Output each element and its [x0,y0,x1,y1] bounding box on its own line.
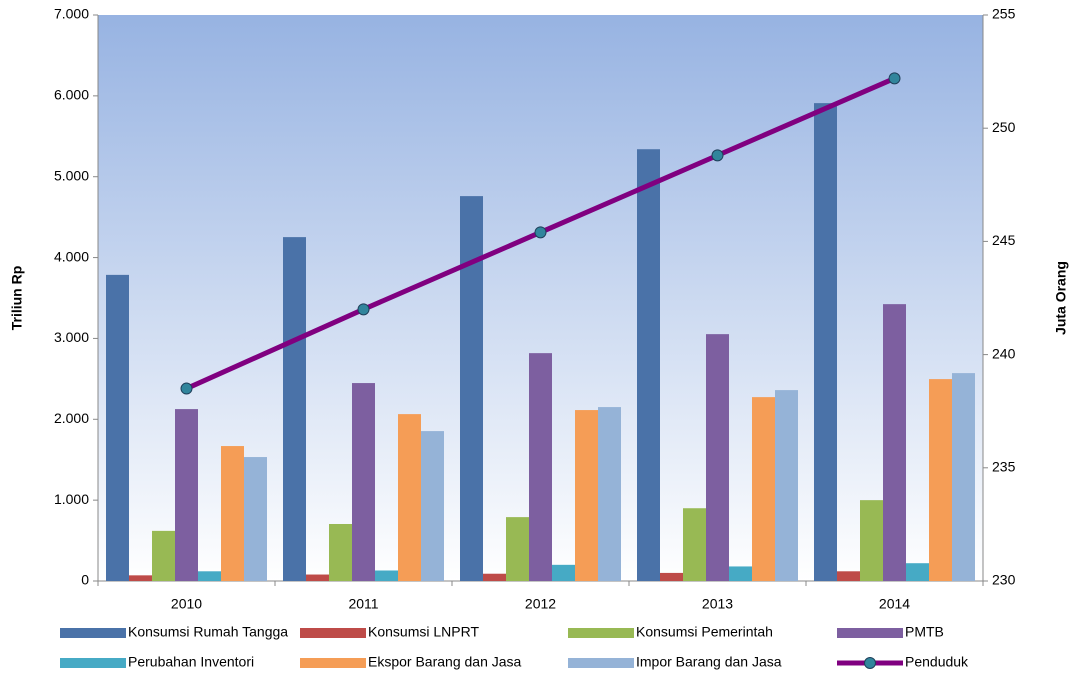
x-tick-label: 2014 [879,596,910,612]
marker [534,226,547,239]
bar [906,563,929,581]
legend-swatch [60,628,126,638]
y-tick-label: 0 [81,572,89,588]
bar [175,409,198,581]
y2-tick-label: 245 [992,232,1016,248]
bar [752,397,775,581]
bar [152,530,175,581]
x-tick-label: 2012 [525,596,556,612]
bar [775,390,798,581]
y2-axis-label: Juta Orang [1053,261,1069,335]
x-tick-label: 2010 [171,596,202,612]
legend-swatch [300,628,366,638]
y2-tick-label: 230 [992,572,1016,588]
bar [106,274,129,581]
bar [729,566,752,581]
bar [814,103,837,582]
bar [483,573,506,581]
legend-label: Perubahan Inventori [128,654,254,670]
bar [306,574,329,581]
bar [837,571,860,581]
bar [221,446,244,581]
bar [860,500,883,581]
bar [660,572,683,581]
y-tick-label: 1.000 [54,491,89,507]
y2-tick-label: 255 [992,6,1016,22]
x-tick-label: 2013 [702,596,733,612]
marker [888,72,901,85]
legend-label: Impor Barang dan Jasa [636,654,782,670]
bar [460,196,483,581]
y2-tick-label: 250 [992,119,1016,135]
y2-tick-label: 240 [992,345,1016,361]
bar [506,517,529,581]
bar [637,149,660,582]
bar [929,379,952,581]
bar [398,414,421,581]
legend-label: Konsumsi Pemerintah [636,624,773,640]
x-tick-label: 2011 [348,596,378,612]
y-axis-label: Triliun Rp [9,266,25,331]
bar [352,383,375,581]
bar [706,334,729,581]
legend-swatch [300,658,366,668]
y-tick-label: 6.000 [54,87,89,103]
bar [575,410,598,581]
y2-tick-label: 235 [992,459,1016,475]
y-tick-label: 4.000 [54,248,89,264]
bar [244,457,267,581]
bar [198,571,221,581]
legend-label: Ekspor Barang dan Jasa [368,654,522,670]
bar [329,523,352,581]
y-tick-label: 3.000 [54,329,89,345]
y-tick-label: 5.000 [54,167,89,183]
bar [952,373,975,581]
legend-swatch [837,628,903,638]
bar [598,407,621,581]
marker [711,149,724,162]
bar [552,564,575,581]
bar [129,575,152,581]
bar [283,237,306,582]
legend-swatch [864,657,876,669]
y-tick-label: 7.000 [54,6,89,22]
bar [883,304,906,581]
legend-label: PMTB [905,624,944,640]
legend-swatch [568,658,634,668]
bar [421,431,444,581]
marker [357,303,370,316]
legend-label: Konsumsi Rumah Tangga [128,624,288,640]
legend-swatch [568,628,634,638]
bar [375,570,398,581]
bar [529,353,552,581]
legend-swatch [60,658,126,668]
y-tick-label: 2.000 [54,410,89,426]
bar [683,508,706,581]
marker [180,382,193,395]
legend-label: Konsumsi LNPRT [368,624,479,640]
legend-label: Penduduk [905,654,969,670]
